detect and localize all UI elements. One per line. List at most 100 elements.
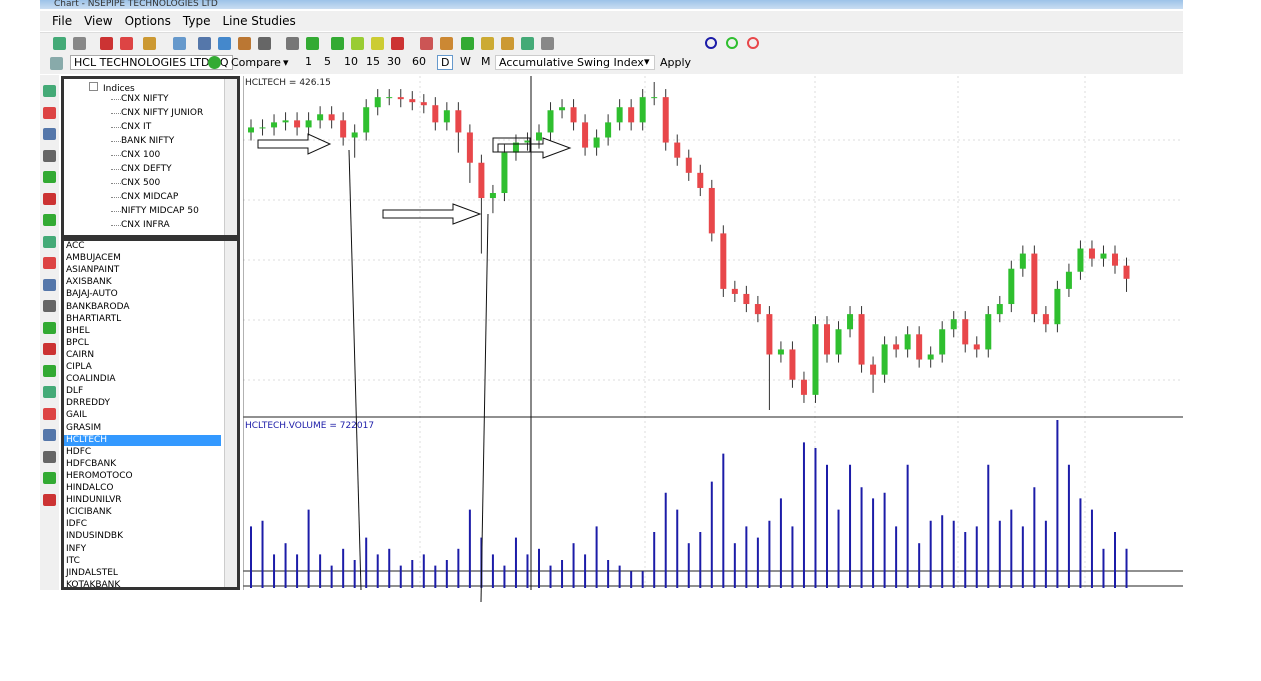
zoom-button[interactable] [726,37,738,49]
indicator-select[interactable]: Accumulative Swing Index [495,55,655,70]
tool-button[interactable] [43,149,56,162]
tool-button[interactable] [43,278,56,291]
stock-item[interactable]: HDFCBANK [66,458,117,469]
tree-item[interactable]: CNX MIDCAP [121,192,179,202]
menu-item[interactable]: Options [124,14,171,28]
tool-button[interactable] [43,386,56,398]
toolbar-button[interactable] [391,37,404,50]
tool-button[interactable] [43,171,56,183]
toolbar-button[interactable] [73,37,86,50]
interval-button[interactable]: M [481,55,491,68]
tool-button[interactable] [43,214,56,226]
tree-item[interactable]: CNX NIFTY [121,94,169,104]
tool-button[interactable] [43,429,56,441]
toolbar-button[interactable] [331,37,344,50]
toolbar-button[interactable] [53,37,66,50]
zoom-button[interactable] [705,37,717,49]
toolbar-button[interactable] [306,37,319,50]
tree-item[interactable]: CNX 100 [121,150,161,160]
toolbar-button[interactable] [541,37,554,50]
stock-item[interactable]: ACC [66,241,85,251]
toolbar-button[interactable] [440,37,453,50]
stock-item[interactable]: DRREDDY [66,398,110,409]
tool-button[interactable] [43,128,56,140]
tool-button[interactable] [43,300,56,312]
tree-item[interactable]: CNX INFRA [121,220,170,230]
stock-item[interactable]: HDFC [66,446,92,457]
toolbar-button[interactable] [521,37,534,50]
stock-item[interactable]: GAIL [66,410,87,421]
stock-item[interactable]: AMBUJACEM [66,253,121,264]
toolbar-button[interactable] [218,37,231,50]
stock-item[interactable]: BAJAJ-AUTO [66,289,118,300]
stock-item[interactable]: ITC [66,555,80,566]
toolbar-button[interactable] [371,37,384,50]
stock-item[interactable]: COALINDIA [66,374,116,385]
interval-button[interactable]: 30 [387,55,401,68]
stock-item[interactable]: BHEL [66,325,90,336]
tree-item[interactable]: CNX 500 [121,178,161,188]
stock-item[interactable]: GRASIM [66,422,102,433]
toolbar-button[interactable] [481,37,494,50]
stock-item[interactable]: BPCL [66,337,89,348]
stock-item[interactable]: AXISBANK [66,277,112,288]
compare-button[interactable]: Compare [231,56,281,69]
interval-button[interactable]: D [437,55,454,70]
tree-item[interactable]: NIFTY MIDCAP 50 [121,206,199,216]
interval-button[interactable]: 15 [366,55,380,68]
tool-button[interactable] [43,235,56,248]
toolbar-button[interactable] [351,37,364,50]
stock-item[interactable]: ASIANPAINT [66,265,120,276]
tree-item[interactable]: CNX IT [121,122,152,132]
toolbar-button[interactable] [501,37,514,50]
menu-item[interactable]: Type [182,14,211,28]
stock-item[interactable]: CIPLA [66,362,92,372]
toolbar-button[interactable] [173,37,186,50]
tree-root[interactable]: Indices [89,82,135,95]
menu-item[interactable]: Line Studies [222,14,296,28]
tool-button[interactable] [43,85,56,97]
tool-button[interactable] [43,364,56,377]
toolbar-button[interactable] [198,37,211,50]
interval-button[interactable]: 60 [412,55,426,68]
toolbar-button[interactable] [143,37,156,50]
stock-item[interactable]: HINDALCO [66,483,114,493]
stock-item[interactable]: BHARTIARTL [66,313,122,324]
stock-item[interactable]: HEROMOTOCO [66,470,133,481]
stock-item[interactable]: HINDUNILVR [66,495,122,506]
tool-button[interactable] [43,321,56,334]
stock-item[interactable]: BANKBARODA [66,301,130,312]
tool-button[interactable] [43,192,56,205]
toolbar-button[interactable] [258,37,271,50]
menu-item[interactable]: View [84,14,113,28]
stock-item[interactable]: INDUSINDBK [66,531,124,542]
stock-item[interactable]: INFY [66,543,87,554]
zoom-button[interactable] [747,37,759,49]
tool-button[interactable] [43,493,56,506]
stock-item[interactable]: ICICIBANK [66,507,112,518]
tree-item[interactable]: BANK NIFTY [121,136,175,146]
tool-button[interactable] [43,343,56,355]
stock-item[interactable]: CAIRN [66,349,95,360]
interval-button[interactable]: 5 [324,55,331,68]
toolbar-button[interactable] [120,37,133,50]
icon[interactable] [50,57,63,70]
apply-button[interactable]: Apply [660,56,692,69]
toolbar-button[interactable] [100,37,113,50]
icon[interactable] [208,56,221,69]
toolbar-button[interactable] [286,37,299,50]
tool-button[interactable] [43,472,56,484]
toolbar-button[interactable] [420,37,433,50]
tool-button[interactable] [43,407,56,420]
stock-item[interactable]: IDFC [66,519,88,530]
toolbar-button[interactable] [238,37,251,50]
tool-button[interactable] [43,257,56,269]
menu-item[interactable]: File [52,14,73,28]
symbol-box[interactable]: HCL TECHNOLOGIES LTD.EQ [70,55,233,70]
tool-button[interactable] [43,106,56,119]
tool-button[interactable] [43,450,56,463]
interval-button[interactable]: 1 [305,55,312,68]
stock-item[interactable]: JINDALSTEL [66,567,118,578]
stock-item[interactable]: KOTAKBANK [66,579,121,590]
toolbar-button[interactable] [461,37,474,50]
